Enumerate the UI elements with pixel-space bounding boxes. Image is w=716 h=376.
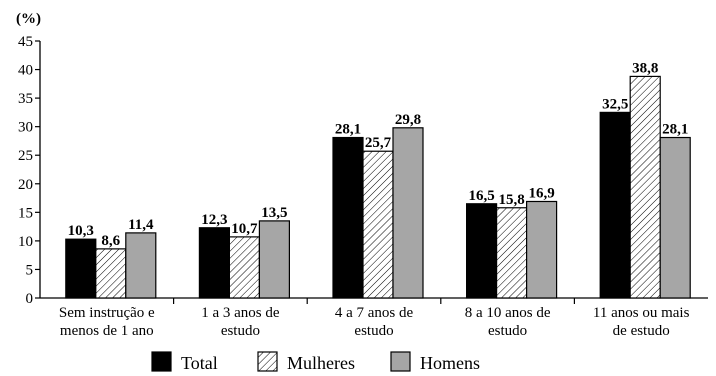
y-tick-label: 0 [26, 291, 34, 307]
y-tick-label: 20 [18, 177, 33, 193]
data-label: 16,5 [468, 188, 494, 204]
category-label: estudo [488, 323, 527, 339]
y-tick-label: 5 [26, 262, 34, 278]
bar-mulheres-1 [228, 236, 260, 299]
y-tick-label: 10 [18, 234, 33, 250]
bar-homens-2 [392, 127, 424, 299]
category-label: estudo [221, 323, 260, 339]
legend-swatch-total [151, 351, 172, 372]
bar-total-0 [65, 238, 97, 299]
bar-total-4 [599, 111, 631, 299]
y-tick-label: 40 [18, 63, 33, 79]
data-label: 25,7 [365, 135, 392, 151]
y-axis: 0 5 10 15 20 25 30 35 40 45 [18, 34, 41, 307]
category-label: de estudo [613, 323, 670, 339]
data-labels-group: 10,38,611,4 12,310,713,528,125,729,816,5 1… [68, 60, 689, 248]
data-label: 11,4 [128, 217, 154, 233]
legend: Total Mulheres Homens [151, 351, 480, 373]
data-label: 12,3 [201, 212, 227, 228]
category-label: estudo [354, 323, 393, 339]
data-label: 28,1 [335, 122, 361, 138]
bar-mulheres-3 [496, 207, 528, 299]
data-label: 32,5 [602, 96, 628, 112]
bar-homens-4 [659, 136, 691, 299]
y-axis-unit-label: (%) [16, 11, 41, 27]
bar-homens-3 [525, 200, 558, 299]
bars-group [65, 75, 691, 299]
bar-total-1 [198, 227, 230, 299]
x-axis [40, 297, 708, 304]
category-label: 8 a 10 anos de [465, 305, 551, 321]
bar-mulheres-4 [629, 75, 661, 299]
data-label: 38,8 [632, 60, 658, 76]
y-tick-label: 15 [18, 205, 33, 221]
data-label: 10,7 [231, 221, 258, 237]
legend-label: Total [181, 353, 218, 373]
category-label: Sem instrução e [59, 305, 155, 321]
bar-homens-1 [258, 220, 290, 299]
data-label: 8,6 [101, 233, 120, 249]
category-label: 11 anos ou mais [593, 305, 690, 321]
y-tick-label: 30 [18, 120, 33, 136]
data-label: 16,9 [528, 185, 554, 201]
bar-mulheres-2 [362, 150, 394, 299]
data-label: 29,8 [395, 112, 421, 128]
data-label: 15,8 [498, 192, 524, 208]
y-tick-label: 45 [18, 34, 33, 50]
bar-homens-0 [125, 232, 157, 299]
legend-label: Homens [420, 353, 480, 373]
y-tick-label: 35 [18, 91, 33, 107]
legend-label: Mulheres [287, 353, 355, 373]
data-label: 10,3 [68, 223, 94, 239]
bar-total-2 [332, 136, 364, 299]
data-label: 28,1 [662, 122, 688, 138]
y-tick-label: 25 [18, 148, 33, 164]
category-labels-group: Sem instrução e menos de 1 ano 1 a 3 anos … [59, 305, 690, 339]
category-label: menos de 1 ano [60, 323, 154, 339]
bar-total-3 [466, 203, 498, 299]
data-label: 13,5 [261, 205, 287, 221]
bar-mulheres-0 [95, 248, 127, 299]
legend-swatch-mulheres [257, 351, 278, 372]
category-label: 4 a 7 anos de [335, 305, 414, 321]
category-label: 1 a 3 anos de [201, 305, 280, 321]
legend-swatch-homens [390, 351, 411, 372]
